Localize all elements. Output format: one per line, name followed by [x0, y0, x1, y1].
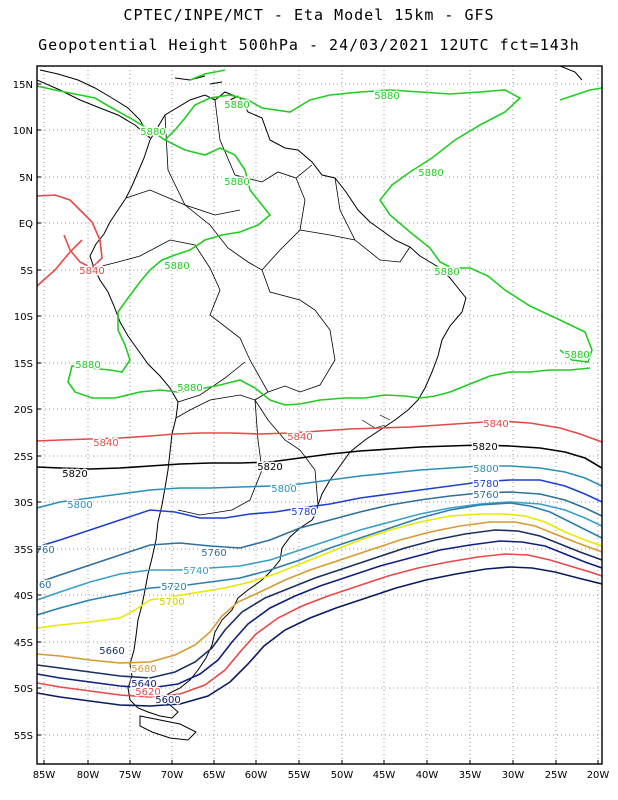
contour-label-5720: 5720	[161, 582, 186, 593]
lon-label: 50W	[331, 770, 354, 781]
tierra-del-fuego	[139, 715, 197, 741]
chart-title-line2: Geopotential Height 500hPa - 24/03/2021 …	[38, 36, 580, 54]
contour-5820	[37, 444, 602, 470]
south-america-coastline	[89, 91, 467, 719]
contour-5840	[37, 420, 602, 443]
contour-label-5760: 5760	[201, 548, 226, 559]
contour-label-5680: 5680	[131, 664, 156, 675]
contour-label-5820: 5820	[257, 462, 282, 473]
lat-lon-grid	[37, 66, 602, 764]
contour-label-5880: 5880	[177, 383, 202, 394]
lat-label: 20S	[14, 405, 33, 416]
lon-label: 25W	[545, 770, 568, 781]
contour-5700	[37, 513, 602, 629]
lon-label: 35W	[459, 770, 482, 781]
contour-label-5840: 5840	[483, 419, 508, 430]
contour-label-5840: 5840	[93, 438, 118, 449]
contour-5840-nw	[37, 194, 103, 287]
lat-label: 10S	[14, 312, 33, 323]
lon-label: 80W	[77, 770, 100, 781]
contour-label-5640: 5640	[131, 679, 156, 690]
latitude-labels: 15N 10N 5N EQ 5S 10S 15S 20S 25S 30S 35S 40S 45S 50S 5…	[13, 80, 41, 742]
lat-label: 50S	[14, 684, 33, 695]
contour-5760	[37, 491, 602, 584]
contour-5600	[37, 566, 602, 707]
lon-label: 40W	[416, 770, 439, 781]
plot-frame	[36, 65, 603, 765]
lat-label: 15N	[13, 80, 33, 91]
contour-label-5880: 5880	[374, 91, 399, 102]
contour-5880-north	[37, 69, 602, 363]
contour-5640	[37, 540, 602, 689]
contour-label-5820: 5820	[472, 442, 497, 453]
lat-label: 15S	[14, 359, 33, 370]
longitude-labels: 85W 80W 75W 70W 65W 60W 55W 50W 45W 40W 35W 30W 25W 2…	[33, 760, 610, 781]
contour-5780	[37, 479, 602, 548]
coastline-and-borders	[37, 66, 583, 741]
contour-label-5880: 5880	[164, 261, 189, 272]
contour-label-5880: 5880	[434, 267, 459, 278]
contour-label-5760: 5760	[473, 490, 498, 501]
lon-label: 70W	[161, 770, 184, 781]
lat-label: 5S	[20, 266, 33, 277]
contour-label-5800: 5800	[271, 484, 296, 495]
contour-label-5800: 5800	[473, 464, 498, 475]
contour-5680	[37, 521, 602, 664]
lat-label: 10N	[13, 126, 33, 137]
contour-5880-interior	[67, 139, 591, 406]
lat-label: EQ	[19, 219, 33, 230]
contour-label-5880: 5880	[418, 168, 443, 179]
lat-label: 30S	[14, 498, 33, 509]
lat-label: 5N	[19, 173, 33, 184]
contour-label-5820: 5820	[62, 469, 87, 480]
lon-label: 75W	[119, 770, 142, 781]
contour-5660	[37, 529, 602, 679]
contour-label-5780: 5780	[291, 507, 316, 518]
lat-label: 45S	[14, 638, 33, 649]
contour-label-5620: 5620	[135, 687, 160, 698]
lat-label: 35S	[14, 545, 33, 556]
contour-label-5880: 5880	[224, 100, 249, 111]
contour-label-5880: 5880	[75, 360, 100, 371]
contour-label-5880: 5880	[564, 350, 589, 361]
central-america	[37, 69, 151, 139]
contour-label-5740: 5740	[183, 566, 208, 577]
geopotential-contours	[37, 69, 602, 707]
lat-label: 25S	[14, 452, 33, 463]
lat-label: 40S	[14, 591, 33, 602]
contour-5620	[37, 553, 602, 698]
contour-label-5780: 5780	[473, 479, 498, 490]
lon-label: 55W	[288, 770, 311, 781]
contour-label-5600: 5600	[155, 695, 180, 706]
contour-labels: 5880 5880 5880 5880 5880 5880 5880 5880 5880 5880…	[29, 90, 591, 708]
chart-title-line1: CPTEC/INPE/MCT - Eta Model 15km - GFS	[123, 6, 495, 24]
contour-5720	[37, 502, 602, 616]
country-borders	[93, 99, 411, 516]
contour-label-5880: 5880	[140, 127, 165, 138]
lon-label: 30W	[502, 770, 525, 781]
contour-label-5700: 5700	[159, 597, 184, 608]
lon-label: 65W	[203, 770, 226, 781]
contour-label-5760: 760	[32, 580, 51, 591]
lon-label: 45W	[373, 770, 396, 781]
contour-label-5840: 5840	[79, 266, 104, 277]
lon-label: 20W	[587, 770, 610, 781]
contour-label-5800: 5800	[67, 500, 92, 511]
contour-label-5880: 5880	[224, 177, 249, 188]
contour-label-5840: 5840	[287, 432, 312, 443]
lon-label: 60W	[245, 770, 268, 781]
contour-label-5760: 5760	[29, 545, 54, 556]
contour-5740	[37, 501, 602, 601]
contour-5800	[37, 465, 602, 509]
contour-label-5660: 5660	[99, 646, 124, 657]
lon-label: 85W	[33, 770, 56, 781]
lat-label: 55S	[14, 731, 33, 742]
